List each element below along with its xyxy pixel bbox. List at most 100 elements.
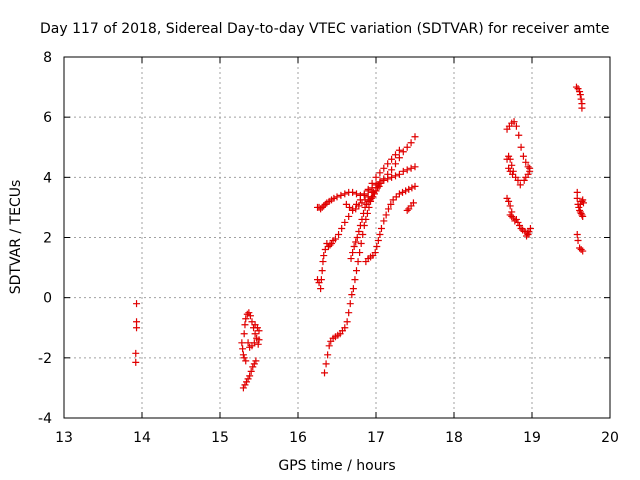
data-point (318, 267, 326, 275)
data-point (320, 202, 328, 210)
y-axis-label: SDTVAR / TECUs (8, 180, 24, 295)
data-point (347, 255, 355, 263)
data-point (575, 203, 583, 211)
x-axis: 13 14 15 16 17 18 19 20 (55, 57, 619, 446)
data-point (245, 309, 253, 317)
x-tick-label: 13 (55, 430, 73, 446)
data-point (579, 196, 587, 204)
data-point (321, 246, 329, 254)
data-point (324, 243, 332, 251)
data-point (514, 218, 522, 226)
data-point (348, 291, 356, 299)
data-point (254, 340, 262, 348)
data-point (388, 155, 396, 163)
data-point (337, 191, 345, 199)
data-point (384, 160, 392, 168)
data-point (395, 190, 403, 198)
data-point (239, 345, 247, 353)
data-point (395, 170, 403, 178)
data-point (392, 151, 399, 159)
data-point (350, 243, 358, 251)
data-point (524, 170, 532, 178)
data-point (333, 193, 341, 201)
data-point (239, 384, 247, 392)
y-tick-label: 6 (43, 110, 52, 126)
data-point (356, 249, 364, 257)
data-point (326, 241, 334, 249)
data-point (255, 327, 263, 335)
data-point (243, 378, 251, 386)
data-point (524, 163, 532, 171)
data-point (241, 381, 249, 389)
x-tick-label: 14 (133, 430, 151, 446)
data-point (366, 196, 374, 204)
data-point (246, 312, 254, 320)
data-point (578, 197, 586, 205)
data-point (388, 173, 396, 181)
data-point (506, 211, 514, 219)
data-point (331, 235, 339, 243)
x-tick-label: 15 (211, 430, 229, 446)
data-point (399, 167, 407, 175)
data-point (524, 230, 532, 238)
data-point (573, 194, 581, 202)
data-point (402, 187, 410, 195)
data-point (399, 188, 407, 196)
x-tick-label: 19 (523, 430, 541, 446)
data-point (242, 315, 250, 323)
data-point (360, 191, 368, 199)
data-point (380, 175, 388, 183)
data-point (359, 230, 367, 238)
data-point (411, 163, 419, 171)
data-point (380, 217, 388, 225)
x-tick-label: 18 (445, 430, 463, 446)
data-point (372, 187, 380, 195)
data-point (576, 88, 584, 96)
data-point (576, 206, 584, 214)
data-point (525, 227, 533, 235)
data-point (522, 158, 530, 166)
data-point (255, 336, 263, 344)
data-point (411, 182, 419, 190)
data-point (353, 234, 361, 241)
data-point (380, 164, 388, 172)
data-point (376, 169, 384, 177)
data-point (349, 249, 357, 257)
data-point (523, 229, 531, 237)
data-point (573, 230, 581, 238)
data-point (384, 205, 392, 213)
data-point (368, 179, 376, 187)
data-point (526, 164, 534, 172)
data-point (514, 176, 522, 184)
data-point (238, 339, 246, 347)
data-point (371, 249, 379, 257)
data-point (577, 95, 585, 103)
data-point (358, 215, 366, 223)
data-point (384, 170, 392, 178)
data-point (318, 203, 326, 211)
data-point (508, 161, 516, 169)
data-point (330, 194, 338, 202)
data-point (246, 372, 254, 380)
data-point (321, 369, 329, 377)
data-point (411, 133, 419, 141)
data-point (505, 197, 513, 205)
data-point (352, 238, 360, 246)
data-point (506, 155, 514, 163)
data-point (249, 363, 257, 371)
data-point (395, 154, 403, 162)
data-point (577, 246, 585, 254)
data-point (520, 176, 528, 184)
data-point (510, 118, 518, 126)
data-point (132, 358, 140, 366)
data-point (374, 237, 382, 245)
data-point (324, 351, 332, 359)
data-point (133, 300, 141, 308)
data-point (572, 83, 580, 91)
data-point (240, 330, 248, 338)
data-point (133, 318, 141, 326)
data-point (355, 227, 363, 235)
data-point (405, 185, 413, 193)
data-point (578, 211, 586, 219)
data-point (243, 310, 251, 318)
